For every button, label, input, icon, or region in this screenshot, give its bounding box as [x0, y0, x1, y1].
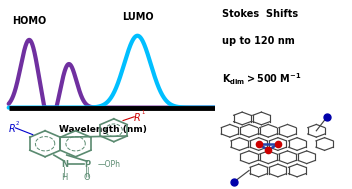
- Text: $\mathbf{K_{dim}}$$\mathbf{> 500\ M^{-1}}$: $\mathbf{K_{dim}}$$\mathbf{> 500\ M^{-1}…: [222, 72, 301, 88]
- Text: H: H: [61, 173, 68, 182]
- Text: LUMO: LUMO: [122, 12, 153, 22]
- Text: ‖: ‖: [84, 166, 89, 177]
- Text: $R$: $R$: [133, 111, 142, 123]
- Text: Stokes  Shifts: Stokes Shifts: [222, 9, 298, 19]
- Text: $^1$: $^1$: [141, 109, 146, 118]
- Text: N: N: [61, 160, 68, 169]
- Text: HOMO: HOMO: [12, 16, 46, 26]
- Text: P: P: [84, 160, 90, 169]
- Text: O: O: [84, 173, 90, 182]
- Text: |: |: [63, 166, 66, 177]
- Text: $R$: $R$: [8, 122, 16, 134]
- Text: Wavelength (nm): Wavelength (nm): [59, 125, 147, 134]
- Text: $^2$: $^2$: [15, 120, 20, 129]
- Text: up to 120 nm: up to 120 nm: [222, 36, 294, 46]
- Text: —OPh: —OPh: [98, 160, 121, 169]
